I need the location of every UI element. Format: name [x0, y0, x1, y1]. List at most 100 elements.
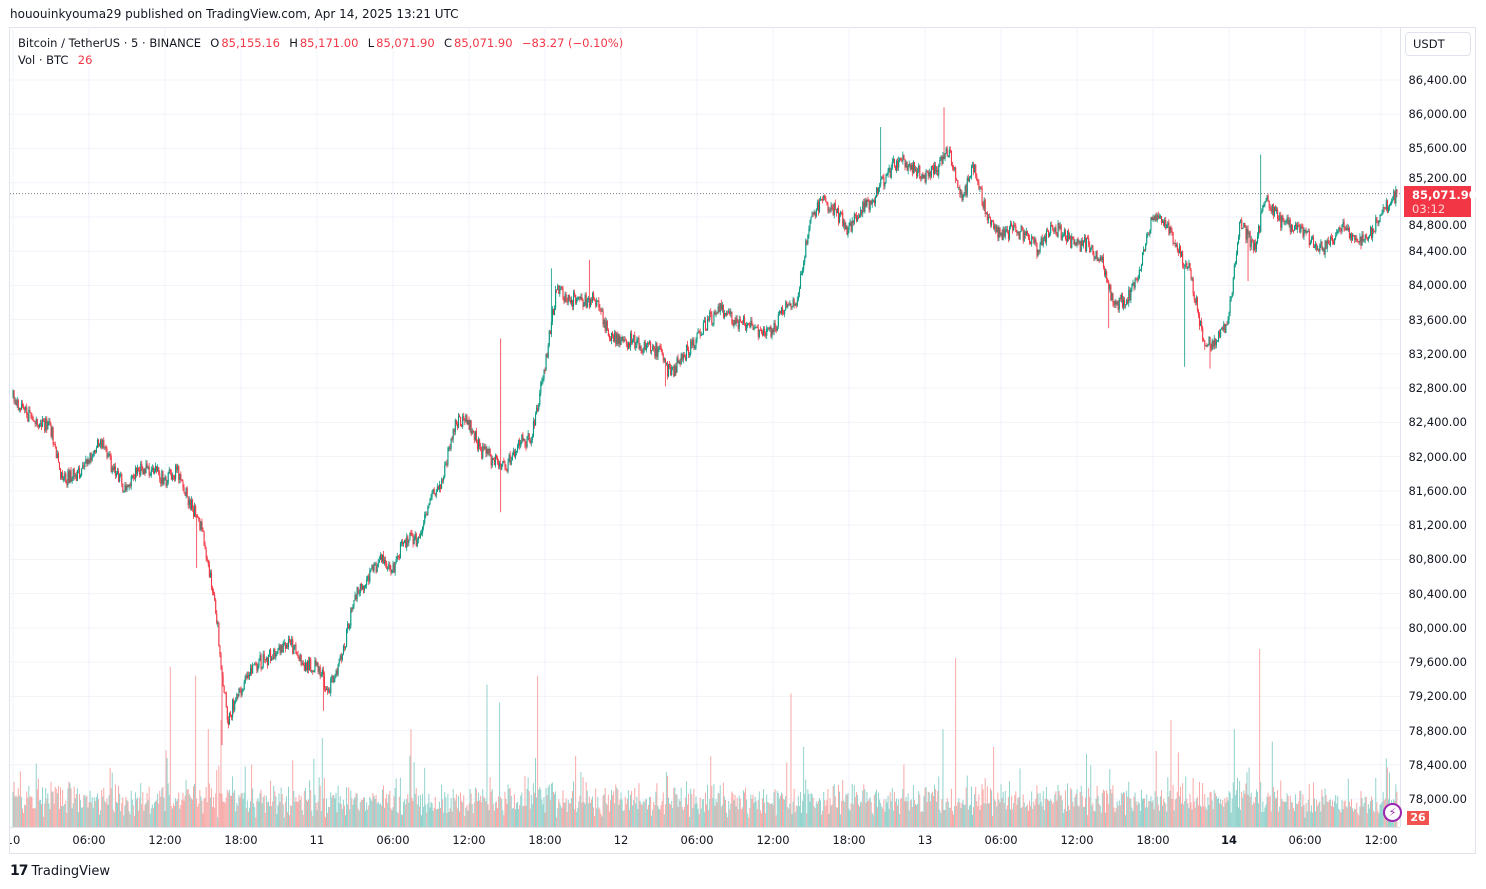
- volume-bar: [1262, 801, 1264, 827]
- volume-bar: [666, 775, 668, 827]
- volume-bar: [200, 796, 202, 827]
- volume-bar: [1079, 792, 1081, 827]
- volume-bar: [44, 803, 46, 827]
- candle-body: [1145, 243, 1147, 251]
- time-tick-label: 06:00: [1288, 833, 1322, 847]
- volume-bar: [366, 802, 368, 827]
- candle-body: [561, 286, 563, 289]
- volume-bar: [35, 763, 37, 827]
- candle-body: [289, 639, 291, 641]
- volume-bar: [184, 795, 186, 827]
- volume-bar: [1115, 808, 1117, 827]
- candle-body: [1159, 216, 1162, 218]
- volume-bar: [104, 800, 106, 827]
- candle-body: [912, 162, 915, 173]
- volume-bar: [1341, 799, 1343, 827]
- volume-bar: [158, 803, 160, 827]
- candle-body: [1021, 226, 1023, 230]
- volume-bar: [60, 787, 62, 827]
- candle-body: [1089, 244, 1091, 253]
- candle-body: [270, 649, 272, 661]
- volume-bar: [962, 800, 964, 827]
- currency-button[interactable]: USDT: [1405, 32, 1471, 56]
- candle-body: [641, 350, 643, 353]
- volume-bar: [1098, 803, 1100, 827]
- candle-body: [1264, 201, 1266, 205]
- volume-bar: [851, 783, 853, 827]
- volume-bar: [1196, 796, 1198, 827]
- volume-bar: [1097, 795, 1099, 827]
- volume-bar: [977, 806, 979, 827]
- price-axis[interactable]: 78,000.00 78,400.00 78,800.00 79,200.00 79,6…: [1400, 27, 1477, 827]
- candle-body: [860, 209, 862, 216]
- volume-bar: [231, 795, 233, 827]
- symbol-title[interactable]: Bitcoin / TetherUS · 5 · BINANCE: [18, 36, 201, 50]
- candle-body: [633, 334, 635, 340]
- volume-bar: [883, 799, 885, 827]
- candle-body: [221, 666, 223, 676]
- candle-body: [660, 347, 662, 350]
- candle-body: [90, 452, 92, 461]
- candle-body: [655, 342, 657, 357]
- volume-bar: [32, 808, 34, 827]
- candle-body: [898, 159, 900, 168]
- volume-bar: [632, 805, 634, 827]
- volume-bar: [1369, 801, 1371, 827]
- volume-bar: [549, 800, 551, 827]
- volume-bar: [753, 802, 755, 827]
- volume-bar: [1271, 741, 1273, 827]
- volume-bar: [131, 799, 133, 827]
- volume-bar: [205, 787, 207, 827]
- volume-bar: [504, 791, 506, 827]
- price-tick-label: 80,800.00: [1408, 552, 1467, 567]
- candle-body: [266, 657, 268, 666]
- candle-body: [745, 323, 747, 331]
- volume-bar: [617, 789, 619, 827]
- volume-bar: [1190, 802, 1192, 827]
- candle-body: [936, 169, 938, 172]
- volume-bar: [555, 791, 557, 827]
- volume-bar: [660, 805, 662, 827]
- candle-body: [635, 345, 637, 348]
- volume-bar: [1136, 804, 1138, 827]
- volume-bar: [909, 800, 911, 827]
- volume-bar: [1379, 804, 1381, 827]
- candle-body: [368, 575, 370, 582]
- volume-bar: [1359, 806, 1361, 827]
- lightning-icon[interactable]: ⚡: [1383, 803, 1402, 822]
- candle-body: [538, 405, 540, 411]
- candle-body: [1077, 239, 1079, 243]
- candle-body: [728, 310, 730, 314]
- candle-body: [307, 660, 309, 671]
- candle-body: [34, 421, 36, 424]
- candle-body: [1126, 299, 1128, 305]
- candle-body: [505, 466, 507, 470]
- candle-body: [1110, 285, 1112, 300]
- time-tick-label: 12: [613, 833, 629, 847]
- volume-bar: [341, 808, 343, 827]
- candle-body: [721, 305, 723, 310]
- volume-bar: [315, 802, 317, 827]
- brand-name: TradingView: [31, 863, 111, 879]
- candle-body: [558, 285, 560, 294]
- volume-bar: [1276, 797, 1278, 827]
- candle-body: [184, 492, 186, 496]
- volume-label[interactable]: Vol · BTC: [18, 53, 69, 67]
- volume-bar: [899, 813, 901, 827]
- volume-bar: [1210, 792, 1212, 827]
- volume-bar: [848, 808, 850, 827]
- tradingview-logo[interactable]: 17 TradingView: [10, 863, 110, 879]
- volume-bar: [63, 806, 65, 827]
- volume-bar: [453, 797, 455, 827]
- time-axis[interactable]: 1006:0012:0018:001106:0012:0018:001206:0…: [10, 827, 1400, 854]
- candle-body: [619, 336, 621, 345]
- volume-bar: [1258, 803, 1260, 827]
- candle-body: [51, 427, 53, 437]
- price-tick-label: 85,200.00: [1408, 171, 1467, 185]
- candle-body: [896, 161, 898, 171]
- candle-body: [653, 345, 655, 349]
- candle-body: [1268, 200, 1270, 208]
- candle-body: [445, 463, 447, 465]
- volume-bar: [321, 738, 323, 827]
- price-pane[interactable]: [10, 27, 1400, 827]
